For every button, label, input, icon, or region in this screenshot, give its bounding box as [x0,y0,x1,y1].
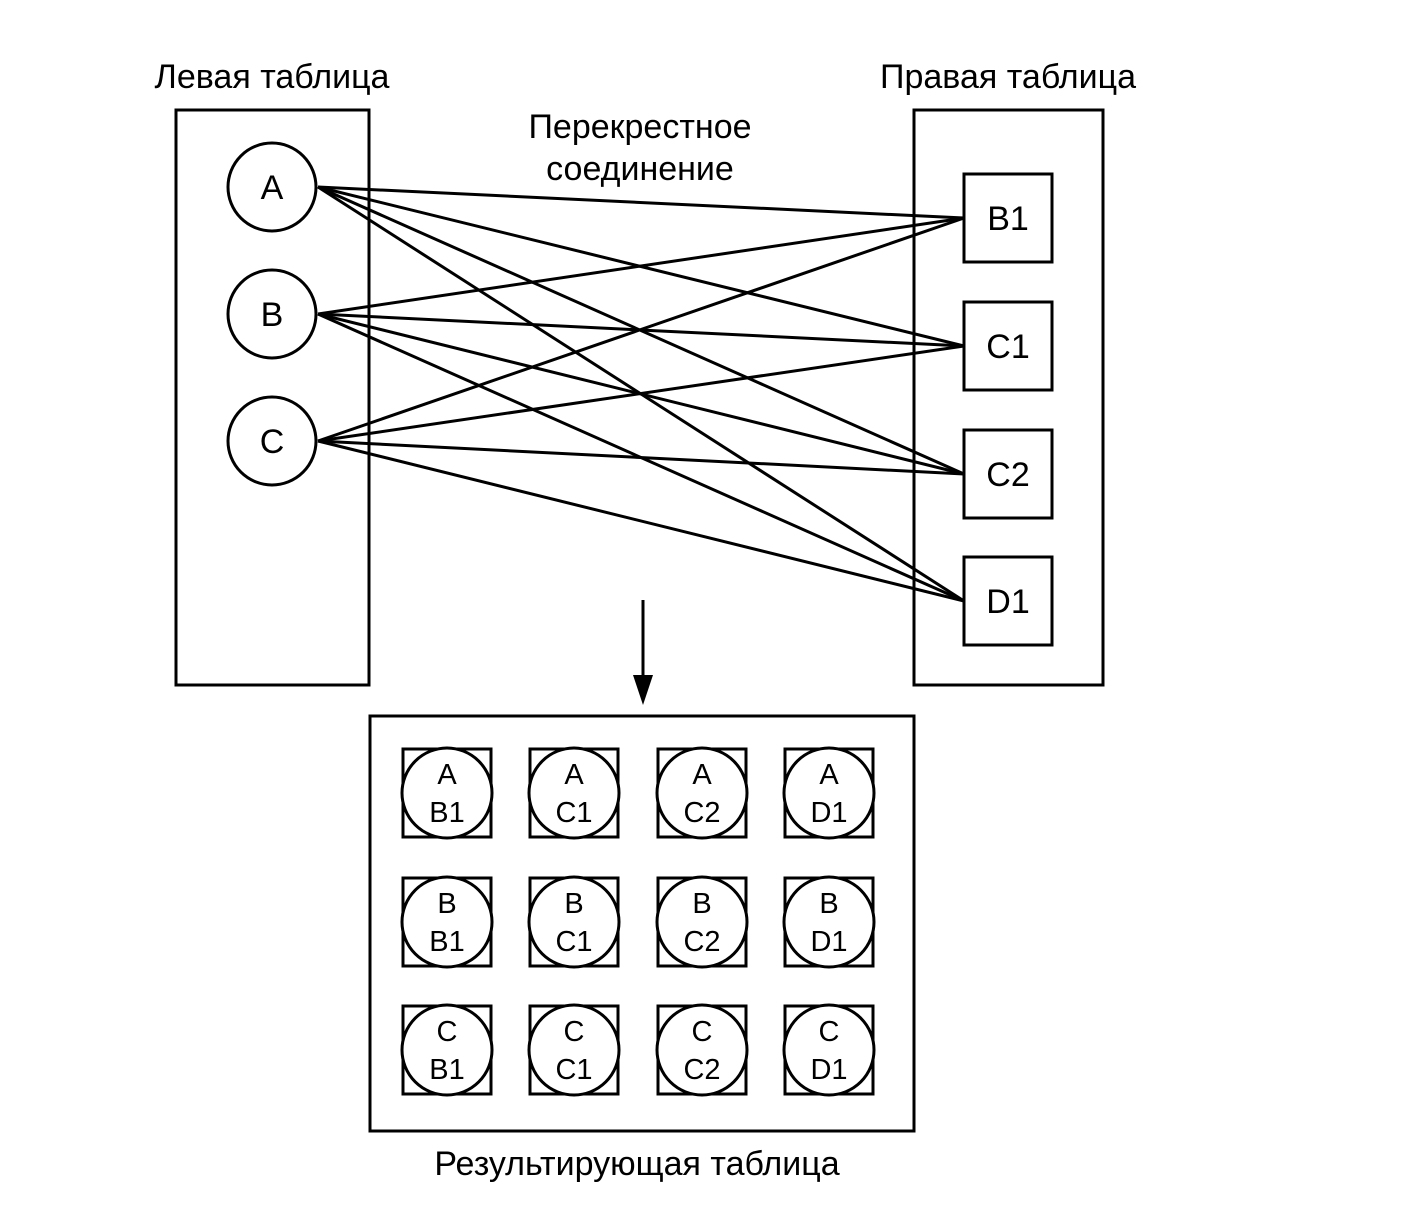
edge-c-c2 [318,441,964,474]
result-cell-left-value: C [692,1016,713,1048]
result-cell-left-value: C [564,1016,585,1048]
result-cell-c-c1: C C1 [529,1005,619,1095]
result-cell-right-value: B1 [429,1054,464,1086]
right-row-d1: D1 [964,557,1052,645]
left-row-label: B [261,296,284,334]
edge-b-b1 [318,218,964,314]
left-table-rows: A B C [228,143,316,485]
edge-a-b1 [318,187,964,218]
result-cell-c-c2: C C2 [657,1005,747,1095]
right-row-label: C1 [986,328,1029,366]
result-cell-right-value: D1 [810,926,847,958]
result-cell-right-value: C2 [683,797,720,829]
result-cell-b-c1: B C1 [529,877,619,967]
result-cell-right-value: C2 [683,926,720,958]
right-row-c1: C1 [964,302,1052,390]
edge-c-d1 [318,441,964,601]
result-cell-right-value: B1 [429,797,464,829]
right-row-label: D1 [986,583,1029,621]
left-row-label: C [260,423,285,461]
result-cell-right-value: B1 [429,926,464,958]
cross-join-edges [318,187,964,601]
result-cell-right-value: C1 [555,797,592,829]
edge-c-c1 [318,346,964,441]
left-row-label: A [261,169,284,207]
result-cell-left-value: C [437,1016,458,1048]
result-cell-left-value: A [692,759,712,791]
result-cell-left-value: A [564,759,584,791]
result-cell-right-value: C1 [555,1054,592,1086]
result-cell-right-value: C1 [555,926,592,958]
result-cell-right-value: C2 [683,1054,720,1086]
result-arrow-head [633,675,653,705]
result-cell-c-d1: C D1 [784,1005,874,1095]
result-cell-a-b1: A B1 [402,748,492,838]
result-cell-b-d1: B D1 [784,877,874,967]
join-label-line2: соединение [546,150,734,188]
result-cell-a-c2: A C2 [657,748,747,838]
right-row-label: C2 [986,456,1029,494]
left-row-c: C [228,397,316,485]
result-cell-left-value: B [692,888,711,920]
result-cell-left-value: A [819,759,839,791]
result-cell-right-value: D1 [810,797,847,829]
edge-c-b1 [318,218,964,441]
join-label-line1: Перекрестное [528,108,751,146]
result-cell-b-c2: B C2 [657,877,747,967]
result-cell-left-value: A [437,759,457,791]
left-row-b: B [228,270,316,358]
result-cell-left-value: B [819,888,838,920]
right-table-title: Правая таблица [880,58,1136,96]
result-cell-left-value: B [437,888,456,920]
right-row-label: B1 [987,200,1029,238]
result-table-title: Результирующая таблица [434,1145,839,1183]
result-cell-a-d1: A D1 [784,748,874,838]
result-cell-left-value: C [819,1016,840,1048]
left-row-a: A [228,143,316,231]
right-row-b1: B1 [964,174,1052,262]
left-table-title: Левая таблица [155,58,390,96]
result-cell-left-value: B [564,888,583,920]
result-cell-c-b1: C B1 [402,1005,492,1095]
right-row-c2: C2 [964,430,1052,518]
result-cell-right-value: D1 [810,1054,847,1086]
result-cell-b-b1: B B1 [402,877,492,967]
result-cell-a-c1: A C1 [529,748,619,838]
